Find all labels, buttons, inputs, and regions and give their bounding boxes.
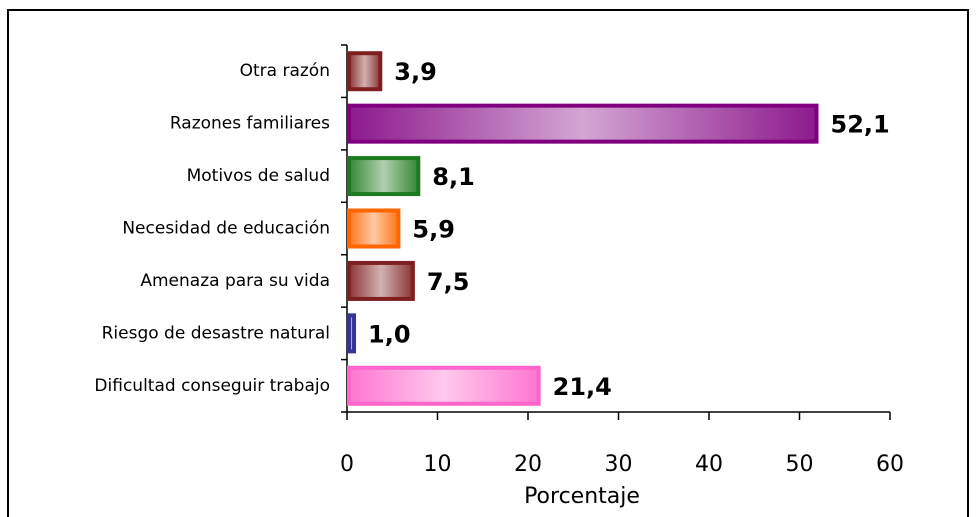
value-label: 5,9 [412,216,455,244]
bar [347,260,415,301]
value-label: 21,4 [553,373,612,401]
bar [347,156,421,197]
y-tick-label: Motivos de salud [187,166,330,186]
x-tick-label: 40 [695,452,723,477]
value-label: 52,1 [831,111,890,139]
frame [7,9,969,517]
x-axis-label: Porcentaje [524,484,640,509]
value-label: 1,0 [368,320,411,348]
value-label: 3,9 [394,58,437,86]
x-tick-label: 0 [340,452,354,477]
bar [347,103,819,144]
value-label: 7,5 [427,268,470,296]
x-tick-label: 60 [876,452,904,477]
y-tick-label: Riesgo de desastre natural [102,323,330,343]
bar [347,208,401,249]
y-tick-label: Necesidad de educación [122,219,330,239]
y-tick-label: Amenaza para su vida [140,271,330,291]
bar [347,365,541,406]
x-tick-label: 30 [605,452,633,477]
x-tick-label: 10 [424,452,452,477]
value-label: 8,1 [432,163,475,191]
bar [347,51,383,92]
y-tick-label: Dificultad conseguir trabajo [94,376,330,396]
x-tick-label: 20 [514,452,542,477]
bar [347,313,357,354]
y-tick-label: Razones familiares [170,114,330,134]
y-tick-label: Otra razón [240,61,330,81]
x-tick-label: 50 [786,452,814,477]
